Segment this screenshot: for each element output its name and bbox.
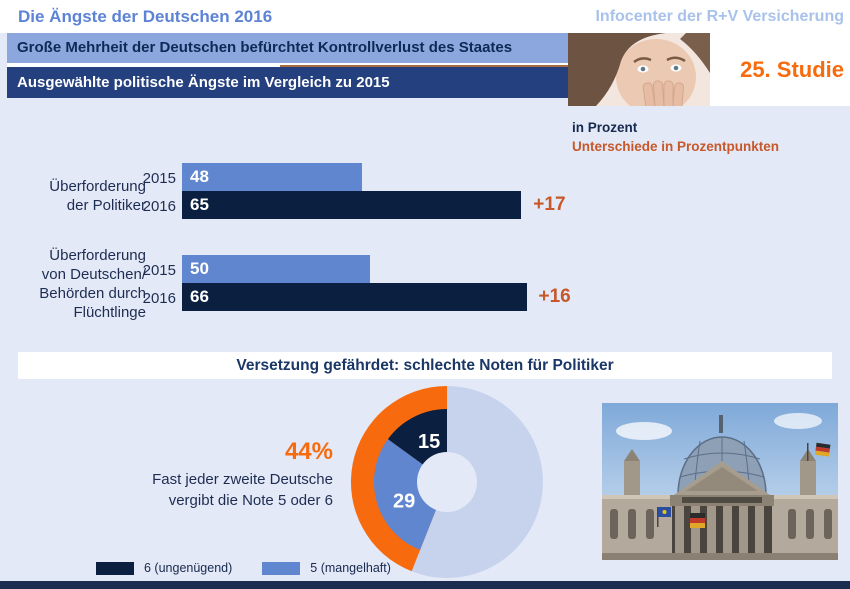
svg-text:15: 15 (418, 431, 440, 453)
bar-2016-politiker: 65 (182, 191, 522, 219)
year-label-2016: 2016 (142, 290, 176, 307)
footer-bar (0, 581, 850, 589)
legend-swatch-note6 (96, 561, 134, 575)
subheadline-text: Ausgewählte politische Ängste im Verglei… (17, 74, 390, 91)
section-title: Versetzung gefährdet: schlechte Noten fü… (236, 357, 614, 374)
accent-line (280, 65, 568, 67)
bar-row-2015: 48 (182, 163, 362, 191)
bar-value: 66 (190, 287, 209, 306)
year-label-2015: 2015 (142, 170, 176, 187)
subheadline-banner: Ausgewählte politische Ängste im Verglei… (7, 67, 568, 98)
highlight-block: 44% Fast jeder zweite Deutsche vergibt d… (95, 438, 333, 511)
bar-value: 48 (190, 167, 209, 186)
legend-item-note5: 5 (mangelhaft) (262, 561, 391, 575)
section-banner: Versetzung gefährdet: schlechte Noten fü… (18, 352, 832, 379)
headline-text: Große Mehrheit der Deutschen befürchtet … (17, 39, 513, 56)
legend: 6 (ungenügend) 5 (mangelhaft) (96, 561, 391, 575)
year-label-2015: 2015 (142, 262, 176, 279)
legend-item-note6: 6 (ungenügend) (96, 561, 232, 575)
reichstag-photo (602, 403, 838, 560)
bar-2015-fluechtlinge: 50 (182, 255, 370, 283)
highlight-caption: Fast jeder zweite Deutsche vergibt die N… (152, 471, 333, 509)
headline-banner: Große Mehrheit der Deutschen befürchtet … (7, 33, 568, 63)
bar-value: 50 (190, 259, 209, 278)
delta-value-fluechtlinge: +16 (538, 286, 571, 307)
study-badge-label: 25. Studie (740, 56, 844, 82)
study-badge: 25. Studie (710, 33, 850, 106)
reichstag-illustration (602, 403, 838, 560)
bar-row-2016: 65 +17 (182, 191, 566, 219)
svg-text:29: 29 (393, 491, 415, 513)
legend-label: 6 (ungenügend) (144, 561, 233, 575)
difference-note: Unterschiede in Prozentpunkten (572, 139, 780, 154)
header: Die Ängste der Deutschen 2016 Infocenter… (0, 0, 850, 33)
bar-row-2016: 66 +16 (182, 283, 571, 311)
year-label-2016: 2016 (142, 198, 176, 215)
worried-woman-photo (568, 33, 710, 106)
bar-row-2015: 50 (182, 255, 370, 283)
bar-2015-politiker: 48 (182, 163, 362, 191)
woman-photo-illustration (568, 33, 710, 106)
highlight-percent: 44% (284, 438, 333, 465)
bar-2016-fluechtlinge: 66 (182, 283, 527, 311)
legend-swatch-note5 (262, 561, 301, 575)
bar-value: 65 (190, 195, 209, 214)
delta-value-politiker: +17 (533, 194, 566, 215)
unit-note: in Prozent (572, 120, 638, 135)
legend-label: 5 (mangelhaft) (310, 561, 391, 575)
page-title: Die Ängste der Deutschen 2016 (18, 7, 273, 26)
category-label-fluechtlinge: Überforderung von Deutschen/ Behörden du… (39, 247, 146, 321)
brand-title: Infocenter der R+V Versicherung (595, 8, 844, 25)
category-label-politiker: Überforderung der Politiker (49, 178, 146, 214)
